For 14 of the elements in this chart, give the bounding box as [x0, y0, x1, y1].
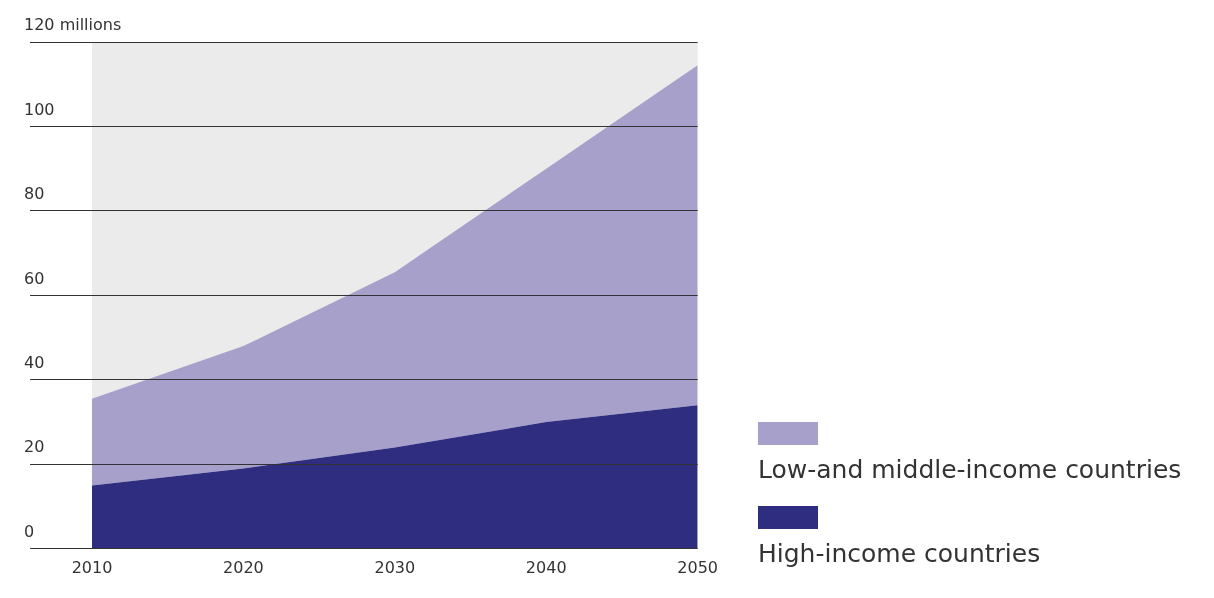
x-tick-label: 2030	[374, 557, 416, 577]
x-tick-label: 2010	[71, 557, 113, 577]
legend-label: Low-and middle-income countries	[758, 455, 1182, 484]
y-tick-label: 40	[24, 353, 45, 373]
x-tick-label: 2040	[525, 557, 567, 577]
x-tick-label: 2050	[677, 557, 718, 577]
legend-label: High-income countries	[758, 539, 1042, 568]
y-tick-label: 20	[24, 437, 45, 457]
y-tick-label: 120 millions	[24, 15, 122, 35]
y-tick-label: 0	[24, 521, 35, 541]
y-tick-label: 60	[24, 268, 45, 288]
y-tick-label: 100	[24, 99, 55, 119]
y-tick-label: 80	[24, 184, 45, 204]
x-tick-label: 2020	[223, 557, 264, 577]
